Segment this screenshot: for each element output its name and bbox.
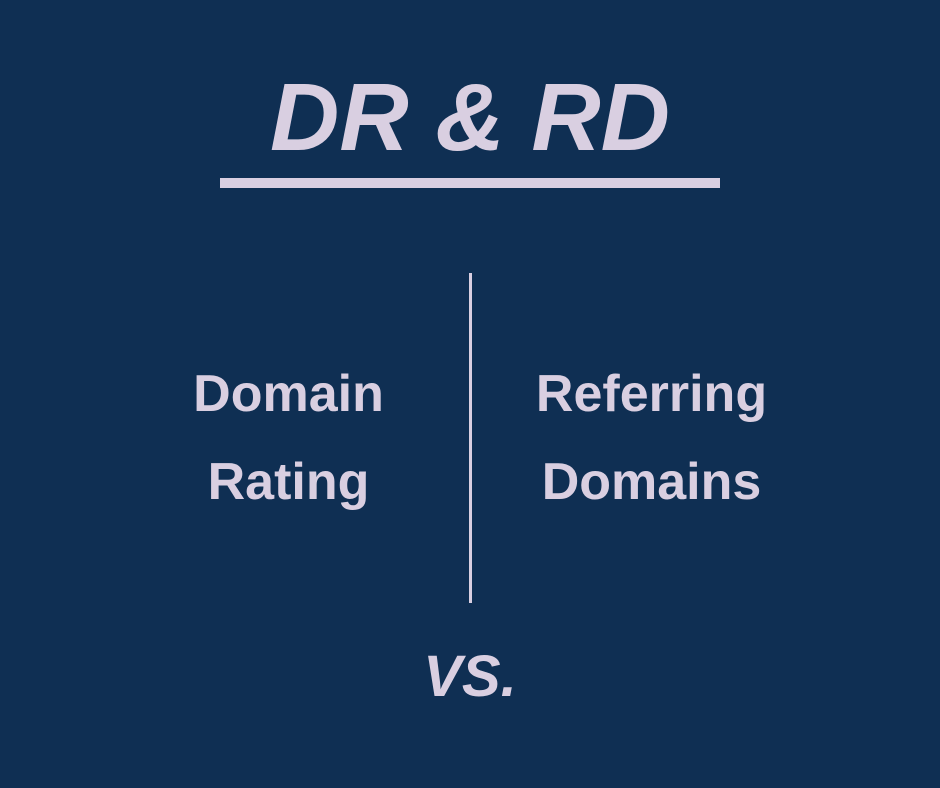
right-column: Referring Domains bbox=[472, 350, 802, 527]
main-title: DR & RD bbox=[270, 70, 670, 166]
left-label-line2: Rating bbox=[139, 438, 439, 526]
comparison-row: Domain Rating Referring Domains bbox=[0, 273, 940, 603]
right-label-line1: Referring bbox=[502, 350, 802, 438]
left-column: Domain Rating bbox=[139, 350, 469, 527]
right-label-line2: Domains bbox=[502, 438, 802, 526]
left-label-line1: Domain bbox=[139, 350, 439, 438]
title-underline bbox=[220, 178, 720, 188]
vs-label: VS. bbox=[423, 643, 517, 710]
